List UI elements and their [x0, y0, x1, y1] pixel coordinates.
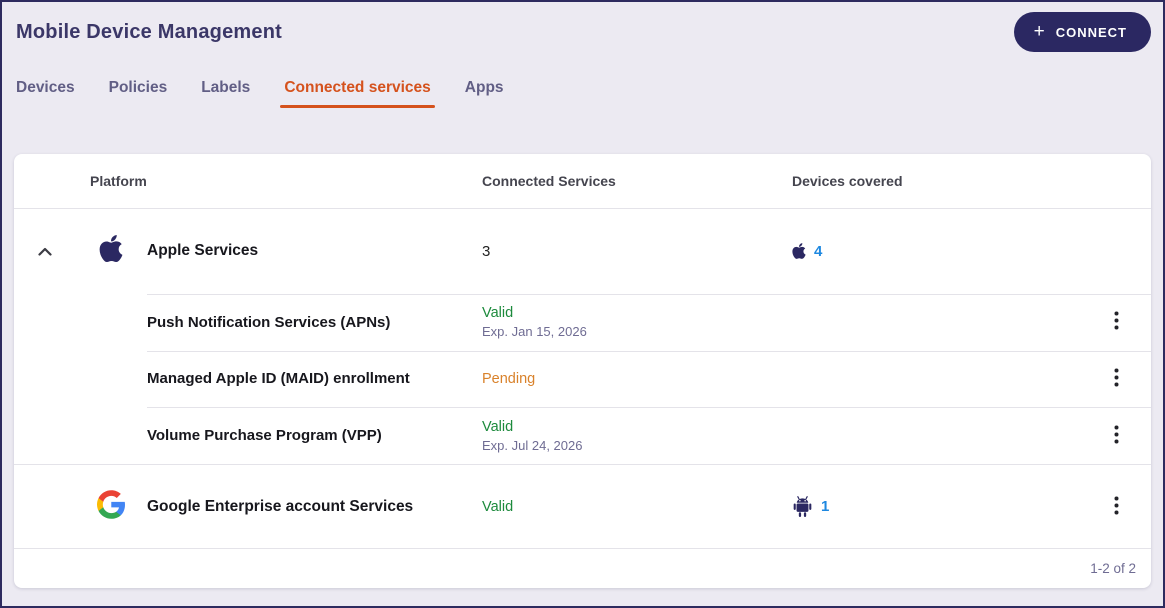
android-icon	[792, 495, 813, 519]
table-row-maid: Managed Apple ID (MAID) enrollment Pendi…	[14, 350, 1151, 408]
status-badge: Valid	[482, 418, 514, 435]
tab-apps[interactable]: Apps	[464, 79, 504, 96]
google-devices-count-link[interactable]: 1	[821, 498, 830, 516]
kebab-menu-icon	[1114, 311, 1119, 333]
table-footer: 1-2 of 2	[14, 548, 1151, 588]
table-row-apple-services: Apple Services 3 4	[14, 209, 1151, 294]
column-header-connected-services: Connected Services	[482, 172, 616, 189]
top-bar: Mobile Device Management + CONNECT	[2, 2, 1163, 52]
apple-logo-icon	[99, 233, 123, 269]
collapse-group-button[interactable]	[32, 238, 58, 265]
tab-connected-services[interactable]: Connected services	[280, 79, 436, 108]
row-menu-button[interactable]	[1108, 490, 1125, 524]
table-row-vpp: Volume Purchase Program (VPP) Valid Exp.…	[14, 407, 1151, 464]
expiry-date: Exp. Jan 15, 2026	[482, 324, 587, 340]
expiry-date: Exp. Jul 24, 2026	[482, 437, 583, 453]
pagination-label: 1-2 of 2	[1090, 561, 1136, 577]
row-menu-button[interactable]	[1108, 419, 1125, 453]
row-menu-button[interactable]	[1108, 305, 1125, 339]
apple-devices-count-link[interactable]: 4	[814, 242, 823, 260]
service-name: Volume Purchase Program (VPP)	[147, 427, 382, 445]
column-header-devices-covered: Devices covered	[792, 172, 903, 189]
chevron-up-icon	[37, 244, 52, 259]
platform-name: Google Enterprise account Services	[147, 497, 414, 515]
table-header-row: Platform Connected Services Devices cove…	[14, 154, 1151, 209]
status-badge: Valid	[482, 305, 514, 322]
service-name: Push Notification Services (APNs)	[147, 313, 391, 331]
tab-policies[interactable]: Policies	[108, 79, 168, 96]
table-row-apns: Push Notification Services (APNs) Valid …	[14, 293, 1151, 351]
row-menu-button[interactable]	[1108, 362, 1125, 396]
tab-labels[interactable]: Labels	[201, 79, 251, 96]
connected-services-table: Platform Connected Services Devices cove…	[14, 154, 1151, 588]
google-logo-icon	[96, 489, 125, 524]
apple-logo-mini-icon	[792, 242, 806, 260]
status-badge: Valid	[482, 498, 514, 515]
connect-button-label: CONNECT	[1055, 24, 1127, 40]
table-row-google-services: Google Enterprise account Services Valid	[14, 464, 1151, 548]
page-title: Mobile Device Management	[16, 20, 282, 43]
kebab-menu-icon	[1114, 496, 1119, 518]
tab-bar: Devices Policies Labels Connected servic…	[16, 78, 1163, 108]
plus-icon: +	[1033, 20, 1046, 42]
status-badge: Pending	[482, 370, 536, 387]
connected-services-count: 3	[482, 242, 491, 260]
kebab-menu-icon	[1114, 368, 1119, 390]
kebab-menu-icon	[1114, 425, 1119, 447]
connect-button[interactable]: + CONNECT	[1013, 12, 1151, 52]
tab-devices[interactable]: Devices	[16, 79, 75, 96]
platform-name: Apple Services	[147, 242, 259, 260]
service-name: Managed Apple ID (MAID) enrollment	[147, 370, 410, 388]
column-header-platform: Platform	[90, 172, 147, 189]
